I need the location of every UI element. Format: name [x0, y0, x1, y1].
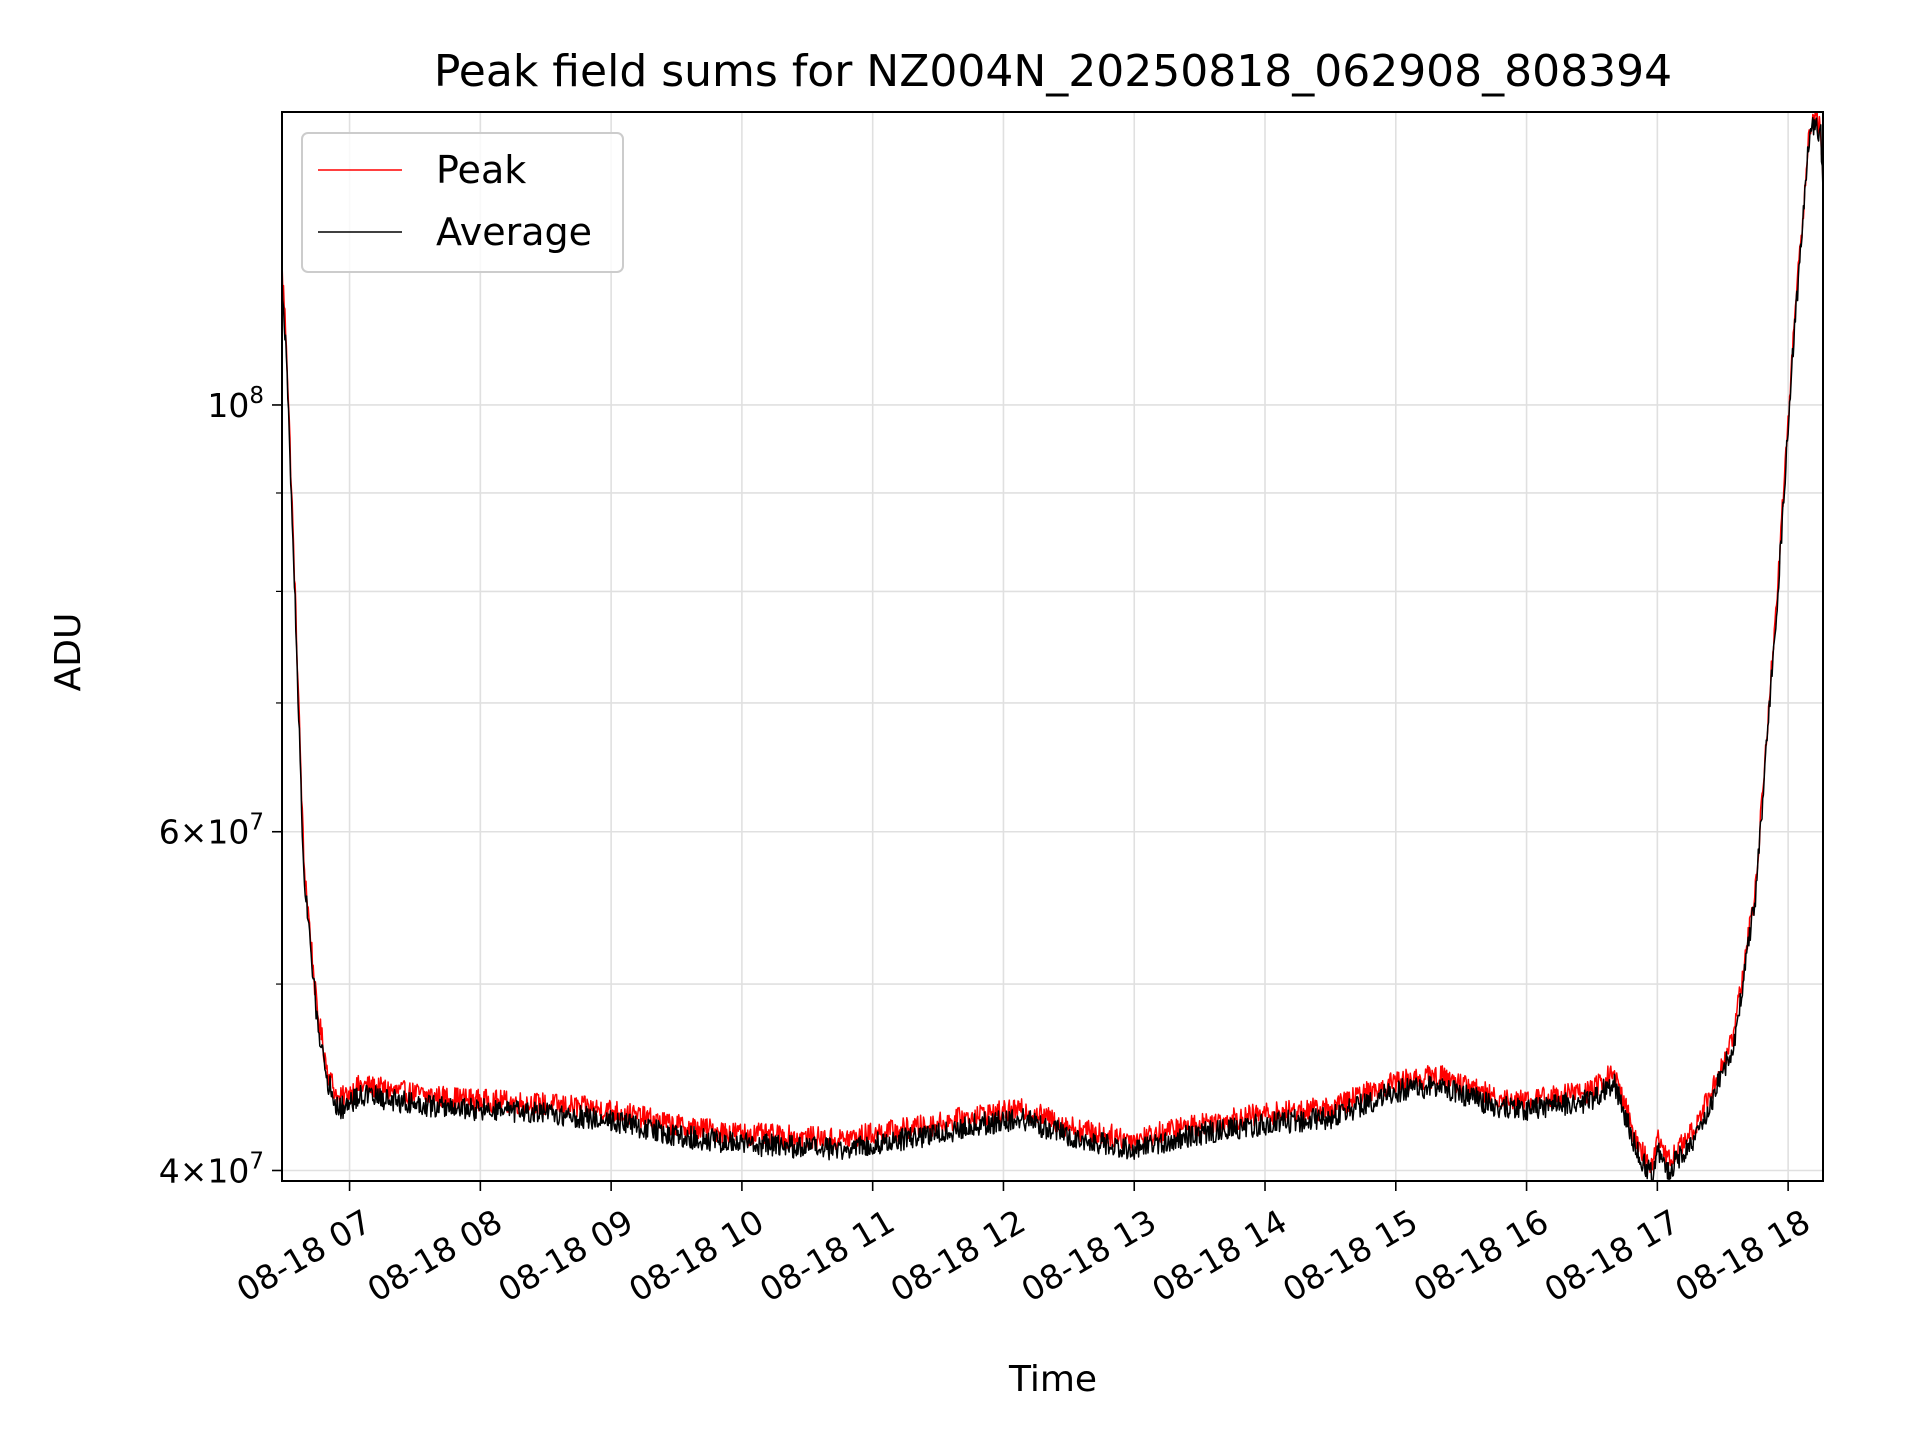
y-axis: 4×107 6×107 108: [159, 383, 282, 1190]
grid: [282, 112, 1823, 1181]
series-layer: [282, 112, 1823, 1181]
legend-label-peak: Peak: [436, 148, 526, 192]
series-line-average: [282, 116, 1823, 1181]
legend: Peak Average: [301, 132, 624, 273]
plot-frame: [281, 111, 1824, 1182]
x-axis-label: Time: [1008, 1359, 1097, 1400]
y-tick-label: 108: [207, 383, 264, 425]
y-tick-label: 4×107: [159, 1148, 264, 1190]
legend-label-average: Average: [436, 210, 592, 254]
y-axis-label: ADU: [48, 613, 89, 692]
legend-box: [301, 132, 624, 273]
y-tick-label: 6×107: [159, 810, 264, 852]
chart-title: Peak field sums for NZ004N_20250818_0629…: [434, 46, 1672, 97]
